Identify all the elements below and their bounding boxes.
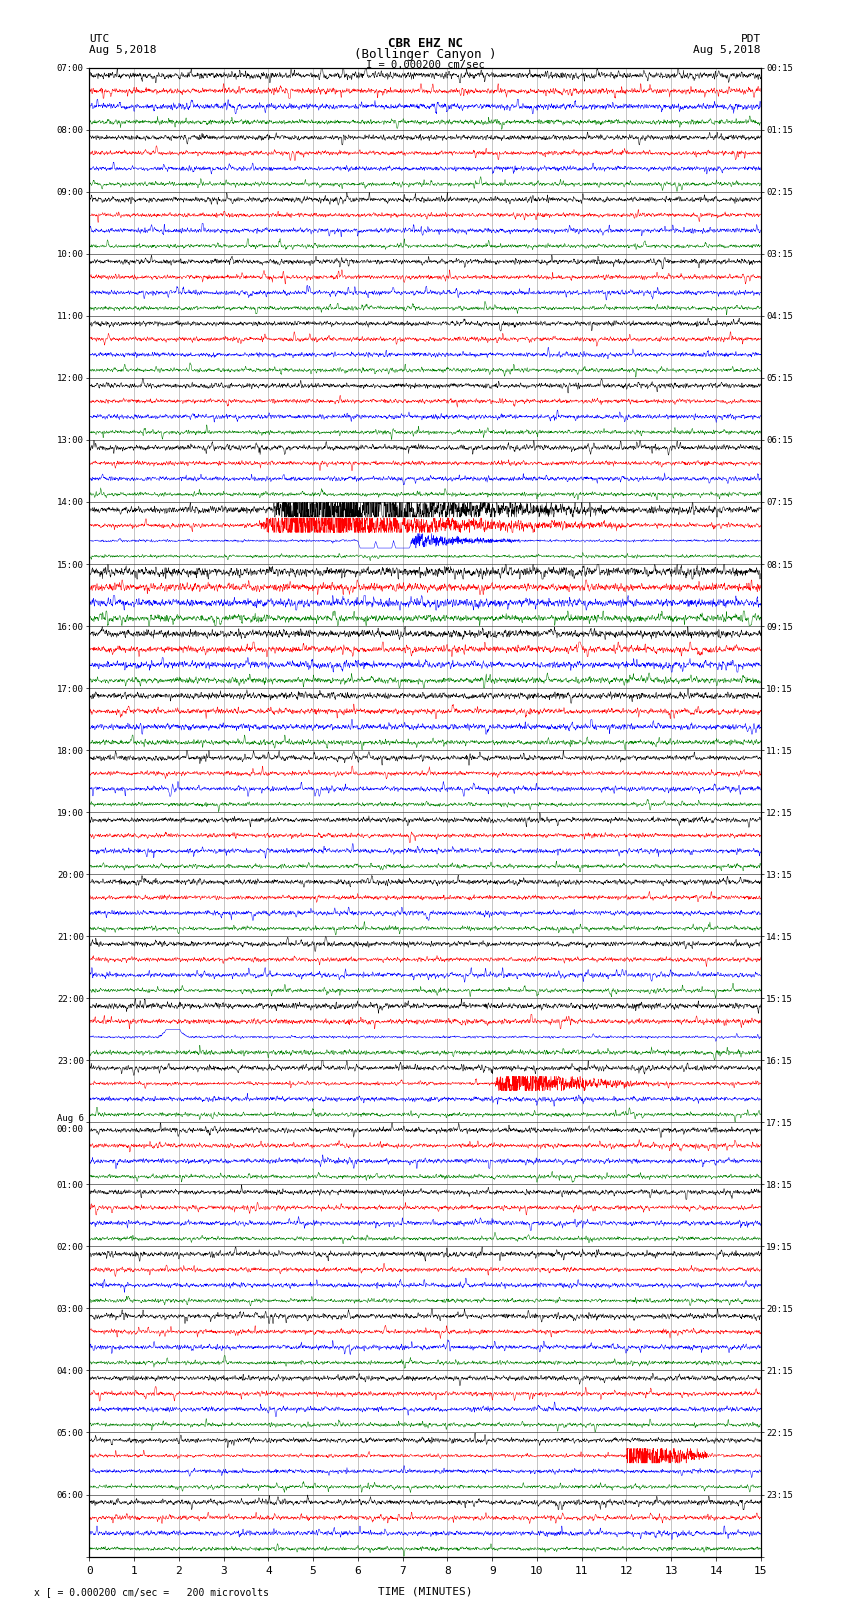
Text: UTC: UTC [89, 34, 110, 44]
Text: Aug 5,2018: Aug 5,2018 [694, 45, 761, 55]
Text: PDT: PDT [740, 34, 761, 44]
Text: CBR EHZ NC: CBR EHZ NC [388, 37, 462, 50]
X-axis label: TIME (MINUTES): TIME (MINUTES) [377, 1586, 473, 1597]
Text: Aug 5,2018: Aug 5,2018 [89, 45, 156, 55]
Text: I = 0.000200 cm/sec: I = 0.000200 cm/sec [366, 60, 484, 69]
Text: (Bollinger Canyon ): (Bollinger Canyon ) [354, 48, 496, 61]
Text: x [ = 0.000200 cm/sec =   200 microvolts: x [ = 0.000200 cm/sec = 200 microvolts [34, 1587, 269, 1597]
